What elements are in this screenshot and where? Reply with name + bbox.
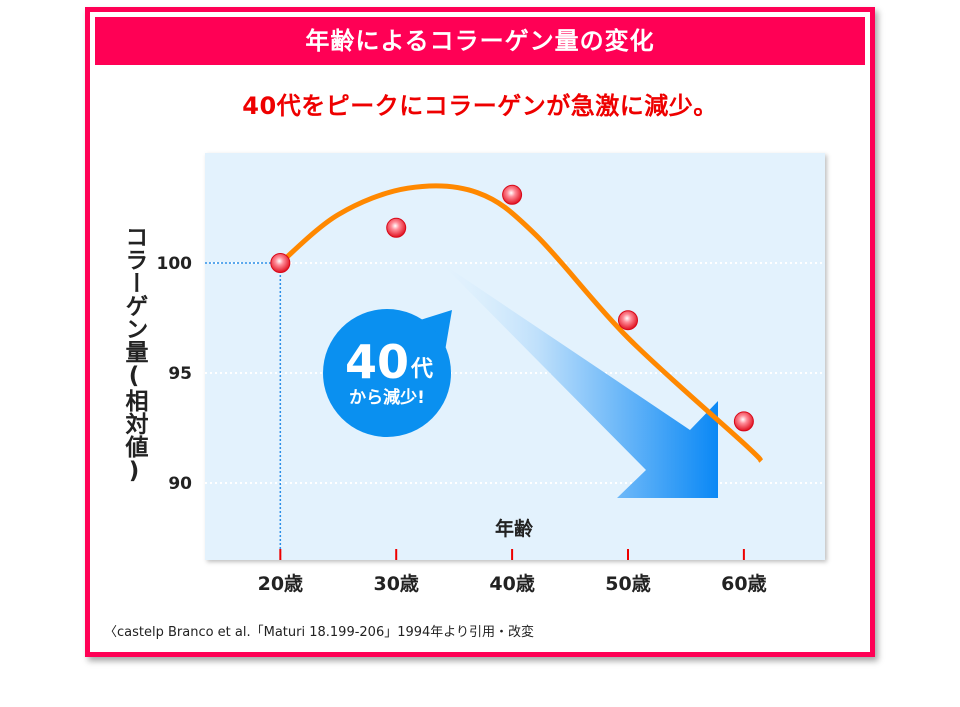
x-tick-label: 40歳 (489, 573, 534, 595)
chart-title: 年齢によるコラーゲン量の変化 (305, 27, 655, 55)
x-tick-label: 30歳 (373, 573, 418, 595)
trend-curve (278, 183, 764, 463)
source-credit: 〈castelp Branco et al.「Maturi 18.199-206… (104, 625, 535, 640)
callout-bubble-circle (323, 309, 451, 437)
y-axis-label: コラーゲン量(相対値) (121, 225, 147, 484)
y-tick-label: 90 (168, 474, 192, 494)
y-tick-label: 95 (168, 364, 192, 384)
data-point (733, 411, 754, 432)
y-tick-label: 100 (157, 254, 193, 274)
data-point (502, 184, 523, 205)
callout-big-suffix: 代 (410, 357, 433, 382)
data-point (617, 310, 638, 331)
header-bar: 年齢によるコラーゲン量の変化 (93, 15, 867, 67)
x-tick-label: 50歳 (605, 573, 650, 595)
x-tick-label: 60歳 (721, 573, 766, 595)
callout-big-text: 40 (345, 335, 409, 389)
x-axis-label: 年齢 (495, 517, 534, 540)
callout-small-text: から減少! (349, 387, 425, 408)
data-point (386, 217, 407, 238)
data-point (270, 253, 291, 273)
x-tick-label: 20歳 (258, 573, 303, 595)
callout-bubble: 40 代 から減少! (323, 309, 452, 437)
decline-arrow (440, 262, 718, 498)
plot-area (205, 153, 825, 560)
chart-subtitle: 40代をピークにコラーゲンが急激に減少。 (242, 92, 718, 120)
